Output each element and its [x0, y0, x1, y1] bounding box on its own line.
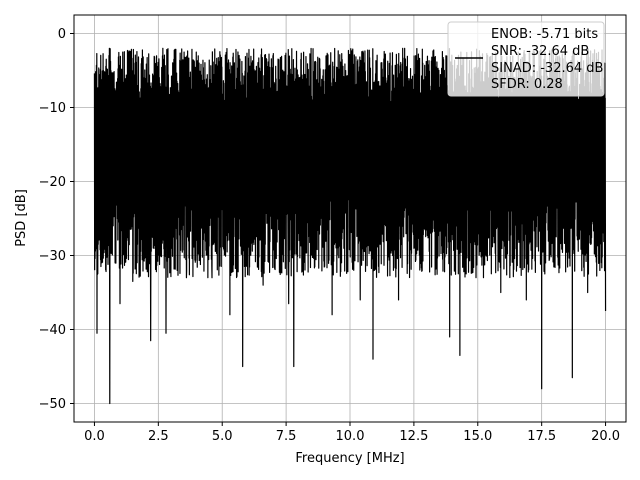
legend-entry-sfdr: SFDR: 0.28 [491, 77, 563, 92]
x-tick-label: 7.5 [276, 429, 297, 444]
y-tick-label: 0 [58, 27, 66, 42]
x-tick-label: 2.5 [148, 429, 169, 444]
x-tick-label: 17.5 [527, 429, 556, 444]
y-tick-label: −20 [39, 175, 66, 190]
y-axis-label: PSD [dB] [14, 189, 29, 247]
psd-series-line [93, 47, 607, 405]
x-axis-label: Frequency [MHz] [295, 451, 404, 466]
x-tick-label: 20.0 [591, 429, 620, 444]
x-tick-label: 15.0 [463, 429, 492, 444]
y-tick-label: −40 [39, 323, 66, 338]
legend-box [447, 21, 605, 97]
y-tick-label: −10 [39, 101, 66, 116]
legend-entry-sinad: SINAD: -32.64 dB [491, 61, 603, 76]
x-tick-label: 10.0 [336, 429, 365, 444]
x-tick-label: 12.5 [399, 429, 428, 444]
x-tick-label: 5.0 [212, 429, 233, 444]
axis-ticks: 0.0 2.5 5.0 7.5 10.0 12.5 15.0 17.5 20.0 0 −10 −20 −… [39, 27, 620, 444]
legend-entry-snr: SNR: -32.64 dB [491, 44, 589, 59]
legend-entry-enob: ENOB: -5.71 bits [491, 27, 598, 42]
y-tick-label: −30 [39, 249, 66, 264]
y-tick-label: −50 [39, 397, 66, 412]
x-tick-label: 0.0 [84, 429, 105, 444]
legend: ENOB: -5.71 bits SNR: -32.64 dB SINAD: -… [447, 21, 605, 97]
